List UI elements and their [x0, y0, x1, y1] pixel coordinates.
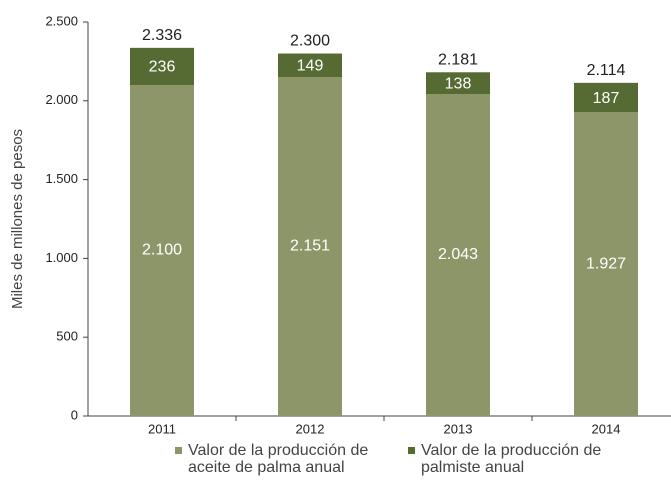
- x-tick-label: 2014: [592, 421, 621, 436]
- bar-segment: [426, 94, 490, 417]
- data-label: 149: [297, 57, 324, 74]
- y-tick-label: 2.000: [45, 92, 78, 107]
- bar-segment: [574, 112, 638, 416]
- bar-segment: [278, 77, 342, 416]
- legend-swatch: [175, 447, 182, 454]
- legend-label: Valor de la producción de aceite de palm…: [188, 442, 369, 476]
- y-tick-label: 1.500: [45, 171, 78, 186]
- data-label: 2.043: [438, 246, 478, 263]
- x-tick-label: 2013: [444, 421, 473, 436]
- x-tick-label: 2011: [148, 421, 176, 436]
- total-label: 2.114: [587, 62, 626, 79]
- legend-item: Valor de la producción de aceite de palm…: [175, 442, 415, 476]
- bar-segment: [130, 85, 194, 416]
- bar-segment: [130, 47, 194, 86]
- x-tick-label: 2012: [296, 421, 325, 436]
- legend-item: Valor de la producción de palmiste anual: [408, 442, 648, 476]
- total-label: 2.181: [438, 51, 478, 68]
- legend-swatch: [408, 447, 415, 454]
- data-label: 2.151: [290, 238, 330, 255]
- chart: Miles de millones de pesos 0 500 1.000 1.50…: [9, 13, 671, 436]
- data-label: 236: [149, 59, 176, 76]
- data-label: 138: [445, 75, 472, 92]
- legend-label: Valor de la producción de palmiste anual: [421, 442, 602, 476]
- data-label: 1.927: [586, 255, 626, 272]
- y-tick-label: 500: [56, 329, 78, 344]
- y-tick-label: 2.500: [45, 13, 78, 28]
- y-axis-label: Miles de millones de pesos: [9, 129, 26, 309]
- data-label: 187: [593, 90, 620, 107]
- bar-segment: [278, 53, 342, 78]
- total-label: 2.300: [290, 33, 330, 50]
- bar-segment: [574, 82, 638, 113]
- total-label: 2.336: [142, 27, 182, 44]
- bar-segment: [426, 72, 490, 95]
- y-tick-label: 0: [71, 407, 78, 422]
- data-label: 2.100: [142, 242, 182, 259]
- y-tick-label: 1.000: [45, 250, 78, 265]
